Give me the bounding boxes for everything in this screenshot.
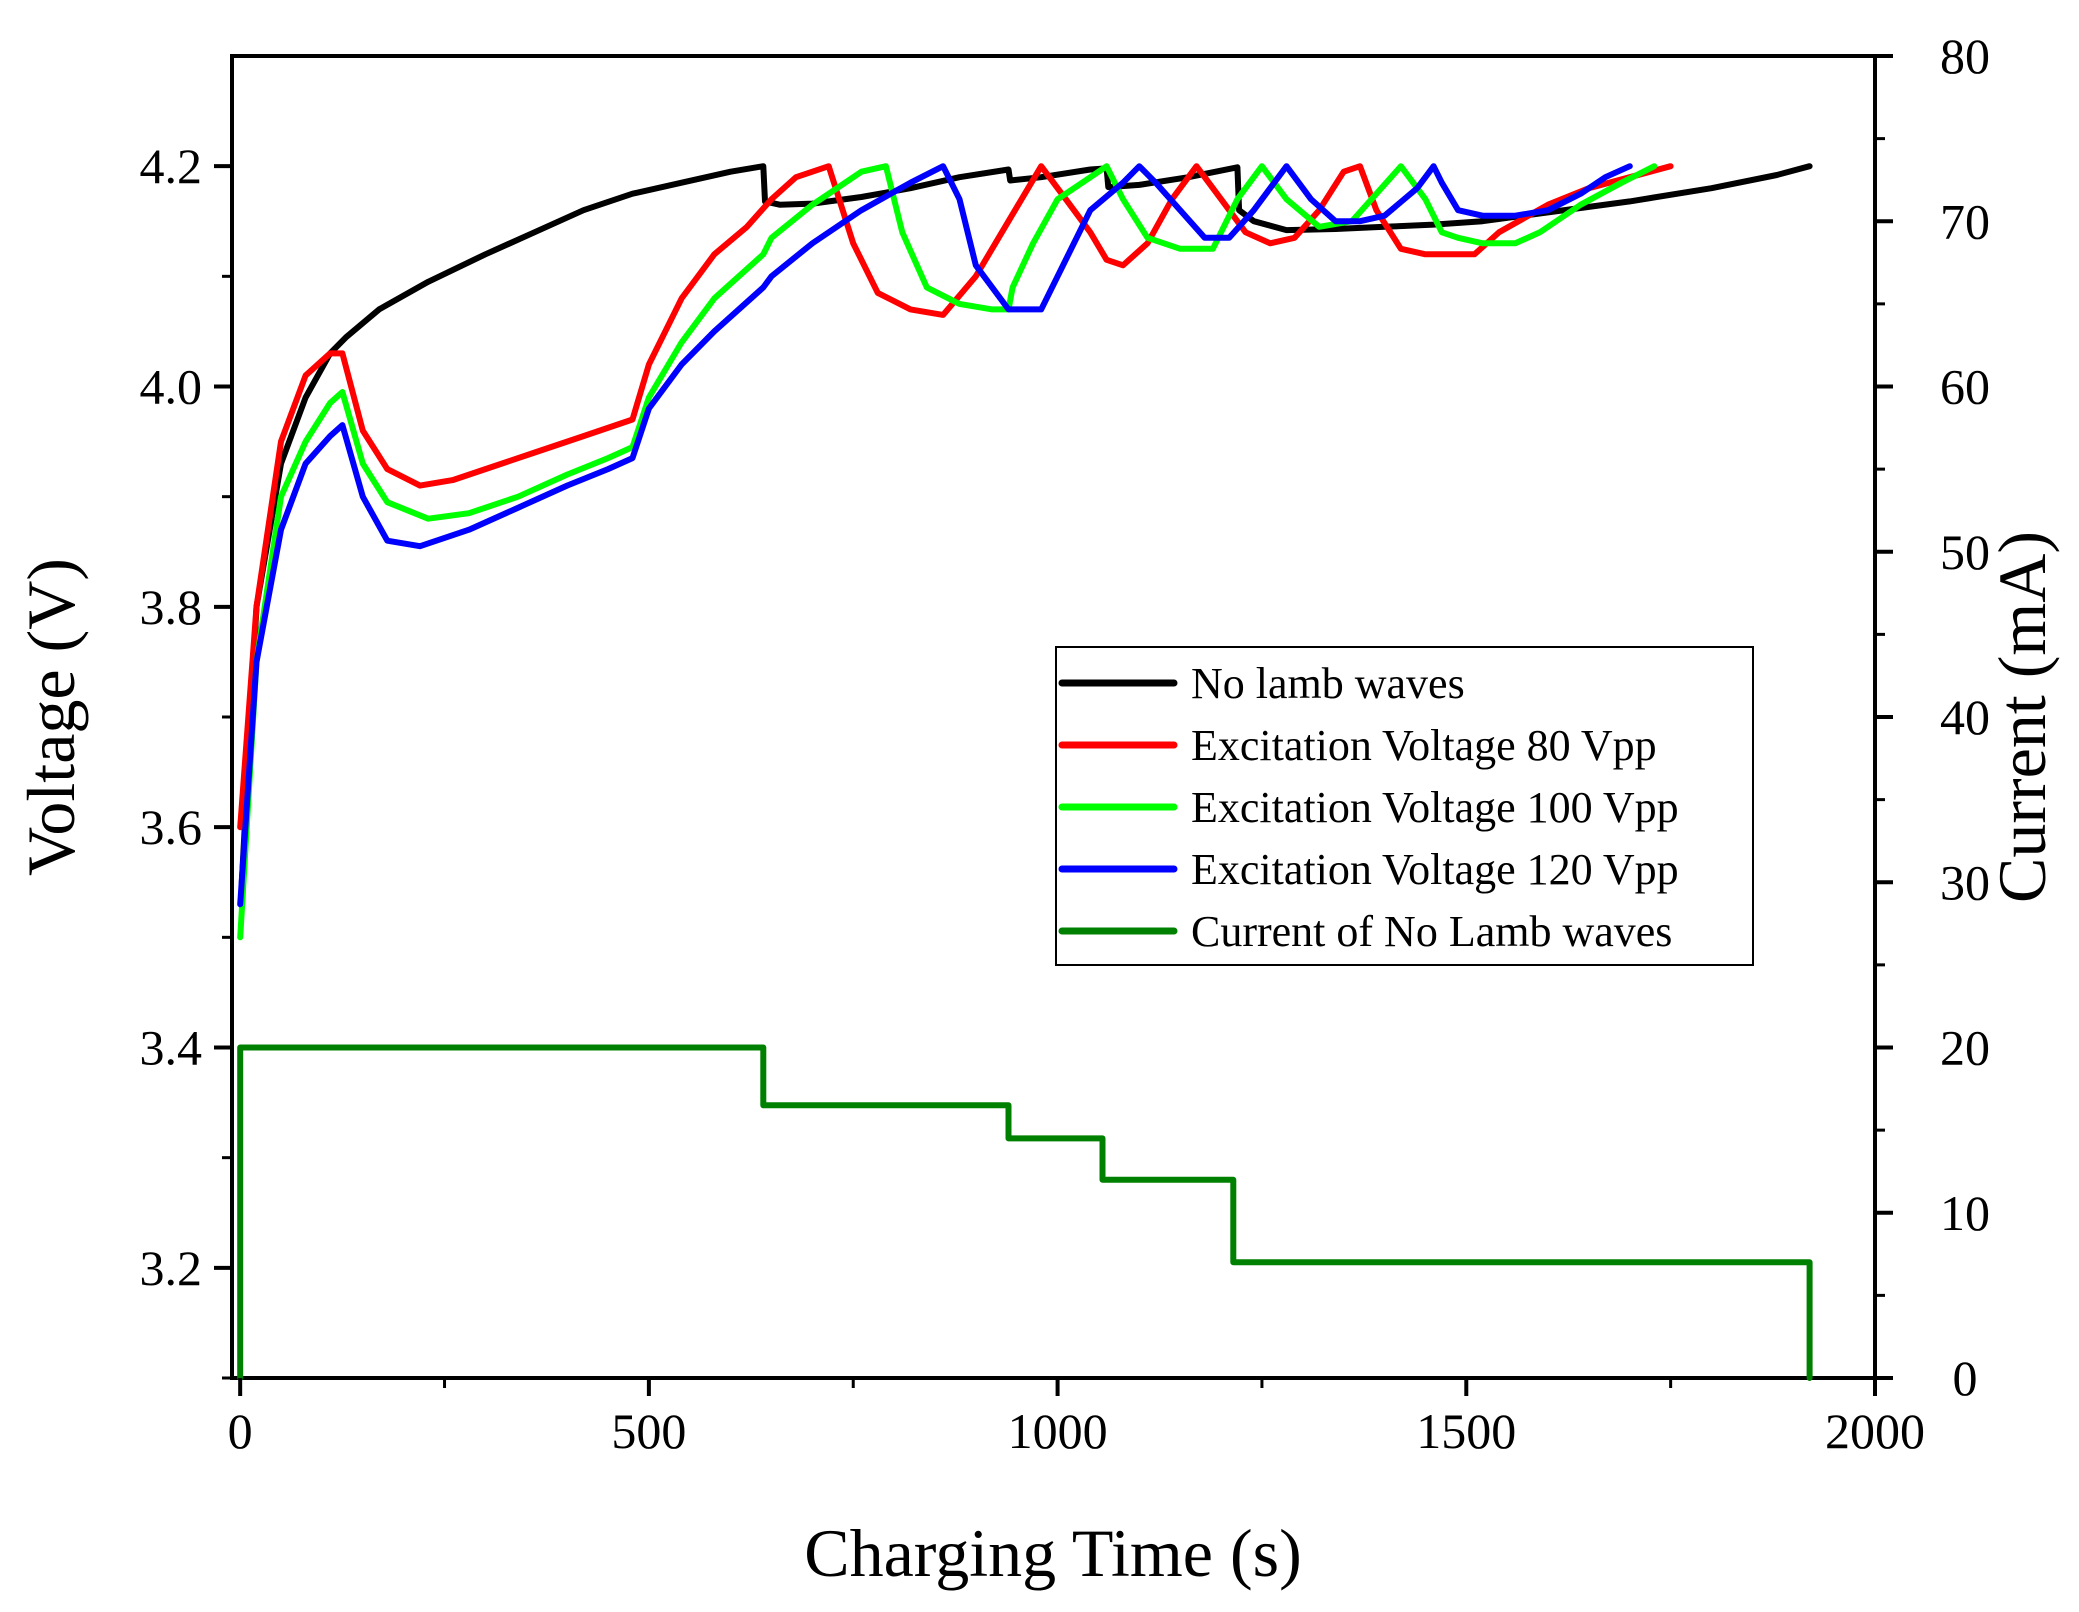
- series-line-3: [237, 163, 1633, 908]
- y2-tick-label: 40: [1940, 689, 1990, 745]
- y-tick-label: 3.6: [140, 799, 203, 855]
- y2-tick-label: 60: [1940, 359, 1990, 415]
- legend-label: No lamb waves: [1191, 659, 1465, 708]
- y-axis-right: 0 10 20 30 40 50 60 70 80: [1875, 28, 1990, 1406]
- y-tick-label: 4.0: [140, 359, 203, 415]
- y2-tick-label: 80: [1940, 28, 1990, 84]
- x-tick-label: 0: [228, 1403, 253, 1459]
- series-line-0: [238, 163, 1813, 886]
- y-tick-label: 3.8: [140, 579, 203, 635]
- y-axis-title: Voltage (V): [13, 558, 89, 876]
- series-layer: [237, 163, 1813, 1381]
- y2-tick-label: 20: [1940, 1020, 1990, 1076]
- y2-tick-label: 0: [1953, 1350, 1978, 1406]
- legend-label: Current of No Lamb waves: [1191, 907, 1672, 956]
- y-tick-label: 4.2: [140, 138, 203, 194]
- y2-tick-label: 30: [1940, 854, 1990, 910]
- y-tick-label: 3.4: [140, 1020, 203, 1076]
- series-line-4: [237, 1044, 1813, 1381]
- y2-axis-title: Current (mA): [1984, 531, 2060, 903]
- y-tick-label: 3.2: [140, 1240, 203, 1296]
- series-line-1: [237, 163, 1674, 831]
- legend: No lamb waves Excitation Voltage 80 Vpp Ex…: [1055, 646, 1754, 966]
- legend-label: Excitation Voltage 120 Vpp: [1191, 845, 1679, 894]
- y2-tick-label: 70: [1940, 193, 1990, 249]
- x-tick-label: 1500: [1416, 1403, 1516, 1459]
- series-line-2: [237, 163, 1658, 941]
- legend-label: Excitation Voltage 80 Vpp: [1191, 721, 1657, 770]
- x-tick-label: 2000: [1825, 1403, 1925, 1459]
- y-axis-left: 3.2 3.4 3.6 3.8 4.0 4.2: [140, 138, 232, 1380]
- y2-tick-label: 10: [1940, 1185, 1990, 1241]
- legend-label: Excitation Voltage 100 Vpp: [1191, 783, 1679, 832]
- x-tick-label: 500: [611, 1403, 686, 1459]
- x-axis: 0 500 1000 1500 2000: [228, 1378, 1925, 1459]
- x-axis-title: Charging Time (s): [804, 1515, 1301, 1591]
- x-tick-label: 1000: [1008, 1403, 1108, 1459]
- y2-tick-label: 50: [1940, 524, 1990, 580]
